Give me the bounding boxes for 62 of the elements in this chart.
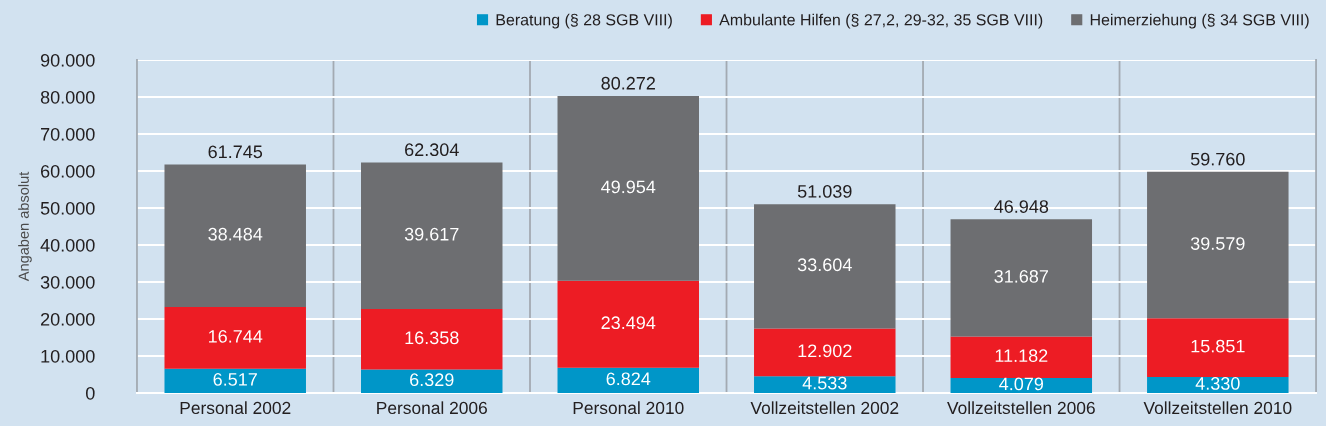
legend-label: Beratung (§ 28 SGB VIII) — [496, 13, 672, 29]
y-tick-label: 0 — [85, 386, 95, 400]
total-label: 61.745 — [208, 145, 263, 159]
bar — [754, 376, 896, 393]
data-label: 6.824 — [606, 372, 651, 386]
bar — [557, 367, 699, 393]
data-label: 4.533 — [802, 376, 847, 390]
y-tick-label: 30.000 — [40, 275, 95, 289]
data-label: 31.687 — [994, 269, 1048, 283]
data-label: 23.494 — [601, 316, 656, 330]
total-label: 51.039 — [797, 185, 852, 198]
data-label: 49.954 — [601, 180, 656, 194]
data-label: 39.579 — [1190, 237, 1245, 250]
y-tick-label: 60.000 — [41, 164, 95, 178]
data-label: 4.330 — [1195, 377, 1240, 390]
data-label: 6.517 — [213, 372, 257, 386]
bar — [164, 368, 306, 393]
bar — [1147, 171, 1289, 319]
total-label: 80.272 — [601, 76, 655, 90]
bar — [754, 204, 896, 329]
data-label: 6.329 — [410, 373, 454, 387]
x-tick-label: Personal 2006 — [377, 401, 487, 415]
bar — [361, 309, 503, 370]
bar — [1147, 318, 1289, 377]
data-label: 39.617 — [404, 227, 459, 241]
bar — [754, 328, 896, 377]
x-tick-label: Vollzeitstellen 2006 — [947, 401, 1095, 415]
bar — [950, 336, 1093, 378]
bar — [164, 306, 306, 369]
bar — [950, 377, 1093, 393]
x-tick-label: Personal 2002 — [180, 401, 291, 415]
x-tick-label: Vollzeitstellen 2002 — [750, 401, 899, 415]
y-tick-label: 40.000 — [40, 238, 95, 252]
total-label: 59.760 — [1190, 152, 1245, 166]
bar — [557, 95, 699, 281]
y-tick-label: 20.000 — [41, 312, 95, 326]
data-label: 16.744 — [209, 329, 263, 343]
y-tick-label: 10.000 — [41, 349, 95, 363]
data-label: 12.902 — [798, 344, 852, 358]
total-label: 62.304 — [405, 143, 459, 157]
legend-label: Heimerziehung (§ 34 SGB VIII) — [1090, 13, 1309, 29]
y-tick-label: 90.000 — [40, 53, 95, 67]
x-tick-label: Personal 2010 — [573, 401, 684, 415]
data-label: 11.182 — [995, 349, 1048, 363]
y-axis-title: Angaben absolut — [18, 171, 32, 282]
y-tick-label: 50.000 — [40, 201, 95, 215]
bar — [164, 164, 306, 307]
data-label: 38.484 — [208, 227, 263, 241]
bar — [361, 369, 503, 393]
data-label: 15.851 — [1191, 339, 1245, 353]
x-tick-label: Vollzeitstellen 2010 — [1143, 401, 1292, 415]
bar — [950, 219, 1093, 337]
y-tick-label: 70.000 — [41, 127, 95, 141]
bar — [557, 280, 699, 368]
bar — [361, 162, 503, 310]
bar — [1147, 376, 1289, 393]
total-label: 46.948 — [994, 200, 1049, 213]
legend-label: Ambulante Hilfen (§ 27,2, 29-32, 35 SGB VIII) — [719, 13, 1043, 29]
data-label: 33.604 — [797, 258, 852, 272]
data-label: 16.358 — [405, 331, 459, 345]
y-tick-label: 80.000 — [40, 90, 95, 104]
data-label: 4.079 — [999, 377, 1044, 391]
